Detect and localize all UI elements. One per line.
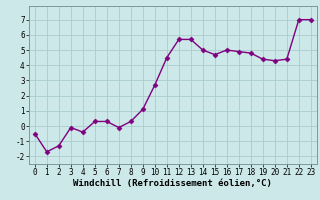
X-axis label: Windchill (Refroidissement éolien,°C): Windchill (Refroidissement éolien,°C) bbox=[73, 179, 272, 188]
